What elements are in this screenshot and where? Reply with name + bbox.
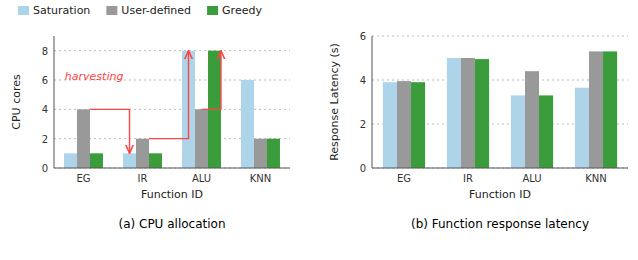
x-tick-label: ALU (522, 173, 541, 184)
grid-line (372, 36, 628, 37)
bar: Saturation (575, 88, 589, 168)
y-tick-label: 4 (42, 104, 48, 115)
legend-swatch (18, 6, 29, 15)
y-tick-label: 0 (360, 163, 366, 174)
bar: Greedy (475, 59, 489, 168)
y-axis-label: Response Latency (s) (328, 43, 341, 161)
bar: Saturation (241, 80, 254, 168)
bars: SaturationSaturationSaturationSaturation… (64, 51, 280, 168)
bar: User-defined (195, 109, 208, 168)
annotation-text: harvesting (65, 70, 124, 83)
legend-swatch (106, 6, 117, 15)
grid-line (54, 168, 290, 169)
bar: Greedy (90, 153, 103, 168)
bar: User-defined (397, 81, 411, 168)
y-tick-label: 8 (42, 46, 48, 57)
y-axis (372, 36, 373, 168)
legend-label: Saturation (33, 4, 90, 17)
annotation: harvesting (65, 51, 221, 154)
plot: 02468SaturationSaturationSaturationSatur… (10, 36, 290, 231)
y-tick-label: 4 (360, 75, 366, 86)
legend-label: User-defined (121, 4, 191, 17)
bar: User-defined (525, 71, 539, 168)
caption: (b) Function response latency (411, 217, 589, 231)
y-axis-label: CPU cores (10, 74, 23, 130)
x-tick-label: KNN (585, 173, 607, 184)
x-tick-label: KNN (250, 173, 272, 184)
bar: Saturation (123, 153, 136, 168)
y-tick-label: 6 (360, 31, 366, 42)
bar: Saturation (511, 95, 525, 168)
bar: Saturation (383, 82, 397, 168)
bar: User-defined (589, 51, 603, 168)
bar: Greedy (539, 95, 553, 168)
y-tick-label: 2 (360, 119, 366, 130)
harvest-arrow (202, 51, 221, 110)
caption: (a) CPU allocation (118, 217, 225, 231)
bars: Saturation Saturation Saturation Saturation… (383, 51, 617, 168)
x-axis-label: Function ID (141, 188, 203, 201)
bar: Greedy (411, 82, 425, 168)
legend: Saturation User-defined Greedy (18, 4, 262, 17)
bar: Greedy (267, 139, 280, 168)
bar: Greedy (603, 51, 617, 168)
y-tick-label: 0 (42, 163, 48, 174)
x-tick-label: EG (397, 173, 411, 184)
bar: User-defined (461, 58, 475, 168)
x-axis-label: Function ID (469, 188, 531, 201)
harvest-arrow (90, 109, 130, 153)
bar: User-defined (77, 109, 90, 168)
y-tick-label: 6 (42, 75, 48, 86)
x-axis (54, 168, 290, 169)
bar: User-defined (136, 139, 149, 168)
bar: Greedy (149, 153, 162, 168)
x-tick-label: IR (138, 173, 148, 184)
x-axis (372, 168, 628, 169)
bar: Saturation (64, 153, 77, 168)
legend-swatch (207, 6, 218, 15)
grid-line (372, 168, 628, 169)
plot: 0246SaturationSaturationSaturationSatura… (328, 31, 628, 231)
bar: Saturation (447, 58, 461, 168)
y-axis (54, 36, 55, 168)
chart-root: SaturationUser-definedGreedy02468Saturat… (0, 0, 638, 260)
legend-label: Greedy (222, 4, 262, 17)
x-tick-label: ALU (192, 173, 211, 184)
harvest-arrow (149, 51, 189, 139)
x-tick-label: EG (76, 173, 90, 184)
bar: User-defined (254, 139, 267, 168)
x-tick-label: IR (463, 173, 473, 184)
grid-line (54, 50, 290, 51)
y-tick-label: 2 (42, 134, 48, 145)
